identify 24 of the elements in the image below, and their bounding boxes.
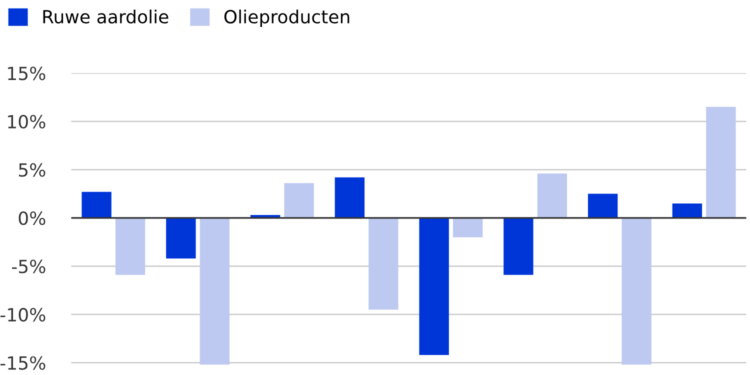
bar xyxy=(334,177,365,218)
y-tick-label: 0% xyxy=(18,211,46,226)
bar xyxy=(452,218,483,238)
y-tick-label: 15% xyxy=(8,66,46,80)
bar xyxy=(200,218,230,365)
bar xyxy=(115,218,146,275)
y-tick-label: -10% xyxy=(0,308,46,322)
bar xyxy=(706,106,736,218)
bar xyxy=(284,183,314,218)
bar xyxy=(537,174,568,218)
bar xyxy=(504,218,534,275)
bar xyxy=(82,192,112,218)
bar xyxy=(368,218,398,310)
bar xyxy=(166,218,196,258)
y-tick-label: 10% xyxy=(8,114,46,129)
y-tick-label: 5% xyxy=(19,163,46,177)
bar xyxy=(622,218,652,365)
legend-label: Ruwe aardolie xyxy=(43,10,168,24)
bar xyxy=(419,218,449,356)
y-tick-label: -15% xyxy=(0,356,46,370)
bar xyxy=(672,203,702,218)
legend-label: Olieproducten xyxy=(224,10,350,28)
y-tick-label: -5% xyxy=(12,260,46,274)
bar xyxy=(588,194,618,218)
